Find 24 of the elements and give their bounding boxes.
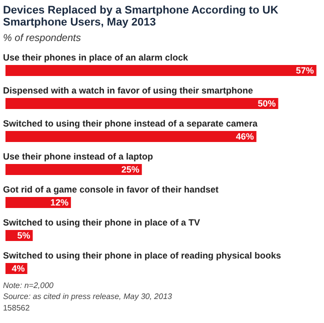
bar (5, 197, 71, 208)
data-label: 50% (258, 98, 276, 108)
text: Note: n=2,000 (2, 281, 54, 290)
data-label: 4% (12, 264, 25, 274)
y-tick-label: Switched to using their phone in place of reading physical books (2, 250, 282, 260)
data-label: 25% (121, 164, 140, 174)
bar (5, 164, 142, 175)
y-tick-label: Use their phone instead of a laptop (2, 152, 154, 162)
y-tick-label: Dispensed with a watch in favor of using their smartphone (2, 86, 254, 96)
data-label: 46% (236, 132, 254, 142)
chart-subtitle: % of respondents (2, 33, 81, 44)
y-tick-label: Switched to using their phone in place of a TV (2, 218, 200, 228)
text: 158562 (2, 304, 30, 312)
bar (5, 65, 316, 76)
bar (5, 131, 256, 142)
data-label: 12% (50, 198, 68, 208)
data-label: 5% (17, 230, 30, 240)
source-note: Source: as cited in press release, May 30, 2013 (2, 292, 173, 301)
bar (5, 98, 278, 109)
chart-title: Devices Replaced by a Smartphone According to UK Smartphone Users, May 2013 (2, 4, 278, 28)
y-tick-label: Switched to using their phone instead of a separate camera (2, 118, 259, 128)
data-label: 57% (296, 66, 314, 76)
y-tick-label: Use their phones in place of an alarm clock (2, 52, 190, 62)
y-tick-label: Got rid of a game console in favor of their handset (2, 184, 219, 194)
